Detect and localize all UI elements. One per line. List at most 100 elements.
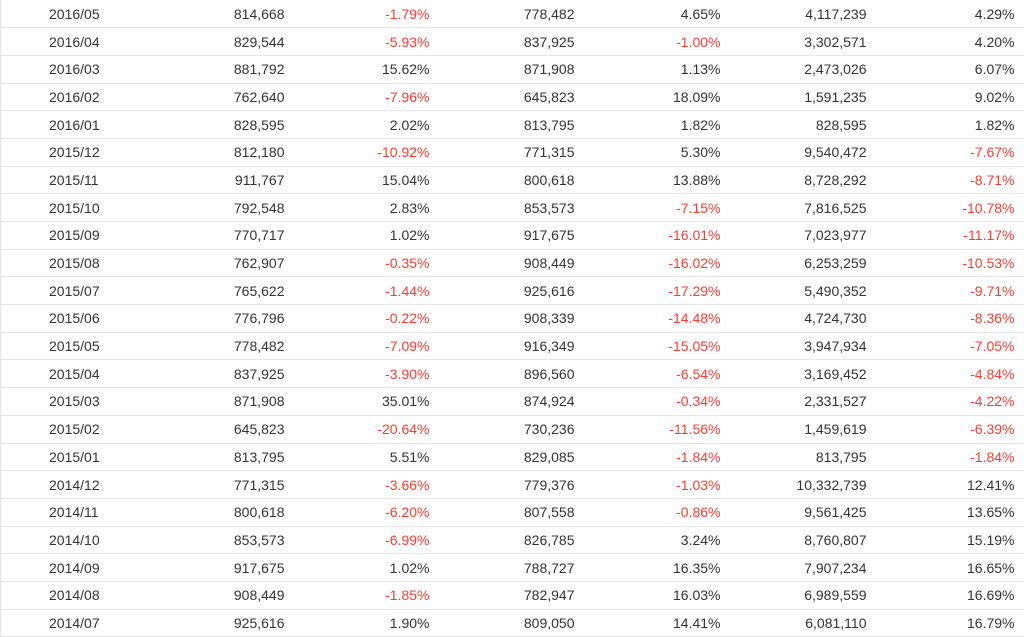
cumulative-change-cell: -1.84% bbox=[871, 443, 1024, 472]
value-cell: 770,717 bbox=[142, 221, 289, 250]
compare-change-cell: -17.29% bbox=[579, 276, 726, 306]
table-row: 2016/04 829,544 -5.93% 837,925 -1.00% 3,302,5… bbox=[0, 27, 1024, 56]
cumulative-change-cell: 4.20% bbox=[871, 27, 1024, 56]
value-cell: 908,449 bbox=[142, 581, 289, 610]
compare-value-cell: 896,560 bbox=[434, 359, 580, 389]
compare-value-cell: 813,795 bbox=[434, 110, 580, 139]
month-cell: 2014/11 bbox=[0, 498, 143, 527]
change-cell: -5.93% bbox=[288, 27, 435, 56]
compare-change-cell: -1.03% bbox=[579, 470, 726, 499]
compare-value-cell: 837,925 bbox=[434, 27, 580, 56]
compare-change-cell: 3.24% bbox=[579, 526, 726, 555]
cumulative-change-cell: -8.36% bbox=[871, 304, 1024, 333]
table-row: 2015/08 762,907 -0.35% 908,449 -16.02% 6,253,… bbox=[0, 249, 1024, 278]
month-cell: 2015/09 bbox=[0, 221, 143, 250]
cumulative-value-cell: 6,989,559 bbox=[725, 581, 872, 610]
compare-change-cell: -14.48% bbox=[579, 304, 726, 333]
cumulative-change-cell: -7.05% bbox=[871, 332, 1024, 361]
table-row: 2015/09 770,717 1.02% 917,675 -16.01% 7,023,9… bbox=[0, 221, 1024, 250]
month-cell: 2015/11 bbox=[0, 166, 143, 195]
cumulative-value-cell: 9,561,425 bbox=[725, 498, 872, 527]
cumulative-value-cell: 3,169,452 bbox=[725, 359, 872, 389]
compare-change-cell: 1.82% bbox=[579, 110, 726, 139]
value-cell: 812,180 bbox=[142, 138, 289, 167]
month-cell: 2014/07 bbox=[0, 609, 143, 637]
table-row: 2015/12 812,180 -10.92% 771,315 5.30% 9,540,4… bbox=[0, 138, 1024, 167]
compare-value-cell: 782,947 bbox=[434, 581, 580, 610]
cumulative-value-cell: 3,302,571 bbox=[725, 27, 872, 56]
cumulative-change-cell: 13.65% bbox=[871, 498, 1024, 527]
compare-change-cell: 18.09% bbox=[579, 83, 726, 112]
month-cell: 2014/12 bbox=[0, 470, 143, 499]
table-row: 2014/07 925,616 1.90% 809,050 14.41% 6,081,11… bbox=[0, 609, 1024, 637]
compare-change-cell: -16.01% bbox=[579, 221, 726, 250]
value-cell: 911,767 bbox=[142, 166, 289, 195]
cumulative-change-cell: -10.78% bbox=[871, 193, 1024, 222]
cumulative-change-cell: -11.17% bbox=[871, 221, 1024, 250]
cumulative-change-cell: 16.79% bbox=[871, 609, 1024, 637]
compare-value-cell: 874,924 bbox=[434, 387, 580, 416]
table-row: 2016/01 828,595 2.02% 813,795 1.82% 828,595 1.… bbox=[0, 110, 1024, 139]
month-cell: 2015/05 bbox=[0, 332, 143, 361]
cumulative-value-cell: 2,473,026 bbox=[725, 55, 872, 84]
cumulative-change-cell: -4.84% bbox=[871, 359, 1024, 389]
compare-value-cell: 778,482 bbox=[434, 0, 580, 29]
cumulative-change-cell: -10.53% bbox=[871, 249, 1024, 278]
month-cell: 2015/07 bbox=[0, 276, 143, 306]
compare-value-cell: 771,315 bbox=[434, 138, 580, 167]
compare-value-cell: 916,349 bbox=[434, 332, 580, 361]
change-cell: 15.62% bbox=[288, 55, 435, 84]
cumulative-value-cell: 9,540,472 bbox=[725, 138, 872, 167]
change-cell: -7.96% bbox=[288, 83, 435, 112]
table-row: 2014/12 771,315 -3.66% 779,376 -1.03% 10,332,… bbox=[0, 470, 1024, 499]
change-cell: 2.02% bbox=[288, 110, 435, 139]
cumulative-value-cell: 6,253,259 bbox=[725, 249, 872, 278]
cumulative-value-cell: 2,331,527 bbox=[725, 387, 872, 416]
change-cell: 1.02% bbox=[288, 553, 435, 582]
table-row: 2015/11 911,767 15.04% 800,618 13.88% 8,728,2… bbox=[0, 166, 1024, 195]
change-cell: -20.64% bbox=[288, 415, 435, 444]
compare-change-cell: 4.65% bbox=[579, 0, 726, 29]
month-cell: 2015/04 bbox=[0, 359, 143, 389]
month-cell: 2015/06 bbox=[0, 304, 143, 333]
compare-value-cell: 779,376 bbox=[434, 470, 580, 499]
compare-change-cell: 13.88% bbox=[579, 166, 726, 195]
table-row: 2015/05 778,482 -7.09% 916,349 -15.05% 3,947,… bbox=[0, 332, 1024, 361]
value-cell: 800,618 bbox=[142, 498, 289, 527]
compare-value-cell: 925,616 bbox=[434, 276, 580, 306]
cumulative-value-cell: 3,947,934 bbox=[725, 332, 872, 361]
change-cell: 35.01% bbox=[288, 387, 435, 416]
compare-change-cell: -0.86% bbox=[579, 498, 726, 527]
value-cell: 762,640 bbox=[142, 83, 289, 112]
change-cell: 1.90% bbox=[288, 609, 435, 637]
value-cell: 837,925 bbox=[142, 359, 289, 389]
change-cell: -0.35% bbox=[288, 249, 435, 278]
compare-value-cell: 800,618 bbox=[434, 166, 580, 195]
cumulative-value-cell: 10,332,739 bbox=[725, 470, 872, 499]
cumulative-value-cell: 1,591,235 bbox=[725, 83, 872, 112]
value-cell: 871,908 bbox=[142, 387, 289, 416]
month-cell: 2016/03 bbox=[0, 55, 143, 84]
value-cell: 776,796 bbox=[142, 304, 289, 333]
cumulative-value-cell: 813,795 bbox=[725, 443, 872, 472]
cumulative-change-cell: 6.07% bbox=[871, 55, 1024, 84]
compare-change-cell: 1.13% bbox=[579, 55, 726, 84]
value-cell: 881,792 bbox=[142, 55, 289, 84]
change-cell: -10.92% bbox=[288, 138, 435, 167]
month-cell: 2014/09 bbox=[0, 553, 143, 582]
table-row: 2015/07 765,622 -1.44% 925,616 -17.29% 5,490,… bbox=[0, 276, 1024, 306]
compare-value-cell: 826,785 bbox=[434, 526, 580, 555]
change-cell: 2.83% bbox=[288, 193, 435, 222]
change-cell: 1.02% bbox=[288, 221, 435, 250]
value-cell: 853,573 bbox=[142, 526, 289, 555]
table-row: 2016/05 814,668 -1.79% 778,482 4.65% 4,117,23… bbox=[0, 0, 1024, 29]
compare-change-cell: -6.54% bbox=[579, 359, 726, 389]
cumulative-change-cell: 1.82% bbox=[871, 110, 1024, 139]
value-cell: 813,795 bbox=[142, 443, 289, 472]
compare-change-cell: 14.41% bbox=[579, 609, 726, 637]
table-row: 2015/10 792,548 2.83% 853,573 -7.15% 7,816,52… bbox=[0, 193, 1024, 222]
cumulative-change-cell: -8.71% bbox=[871, 166, 1024, 195]
table-row: 2014/11 800,618 -6.20% 807,558 -0.86% 9,561,4… bbox=[0, 498, 1024, 527]
cumulative-change-cell: -7.67% bbox=[871, 138, 1024, 167]
